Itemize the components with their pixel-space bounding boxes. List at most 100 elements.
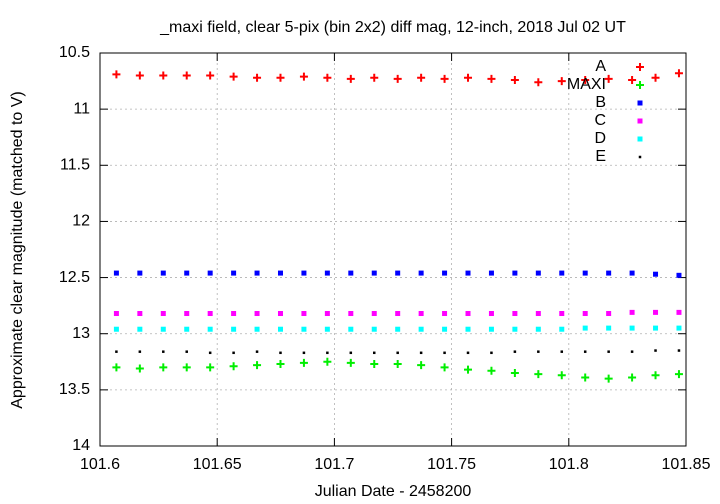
data-point [512,311,518,317]
data-point [628,373,637,382]
legend-label: B [595,94,606,111]
legend-marker [637,100,643,106]
data-point [159,71,168,80]
x-tick-label: 101.7 [314,456,354,473]
data-point [628,75,637,84]
data-point [512,326,518,332]
data-point [534,370,543,379]
data-point [487,366,496,375]
data-point [653,309,659,315]
x-tick-label: 101.8 [549,456,589,473]
legend-marker [636,63,644,71]
data-point [254,311,260,317]
data-point [510,75,519,84]
data-point [371,326,377,332]
data-point [159,363,168,372]
y-tick-label: 11.5 [60,157,90,174]
data-point [135,71,144,80]
data-point [395,270,401,276]
x-tick-label: 101.65 [193,456,242,473]
data-point [231,311,237,317]
data-point [582,325,588,331]
legend-label: E [595,148,606,165]
data-point [206,363,215,372]
legend-marker [636,81,644,89]
data-point [490,351,493,355]
data-point [582,270,588,276]
data-point [676,325,682,331]
data-point [301,311,307,317]
data-point [419,351,423,355]
data-point [676,272,682,278]
x-tick-label: 101.85 [662,456,711,473]
plot-frame [99,52,687,447]
data-point [255,350,259,353]
data-point [182,71,191,80]
data-point [232,351,235,355]
data-point [277,270,283,276]
data-point [372,351,376,355]
data-point [629,309,635,315]
data-point [254,270,260,276]
x-tick-label: 101.6 [80,456,120,473]
data-point [113,311,119,317]
data-point [370,73,379,82]
data-point [581,75,590,84]
data-point [559,311,565,317]
y-tick-label: 13.5 [59,381,90,398]
data-point [207,326,213,332]
data-point [184,270,190,276]
data-point [324,326,330,332]
data-point [440,363,449,372]
data-point [537,350,540,353]
data-point [229,72,238,81]
data-point [583,350,587,353]
data-point [299,358,308,367]
data-point [674,69,683,78]
data-point [535,311,541,317]
data-point [253,73,262,82]
data-point [254,326,260,332]
data-point [162,350,165,353]
data-point [440,74,449,83]
data-point [395,311,401,317]
data-point [604,74,613,83]
data-point [559,326,565,332]
data-point [418,326,424,332]
data-point [348,311,354,317]
data-point [279,351,282,355]
data-point [326,351,329,355]
data-point [231,270,237,276]
data-point [653,325,659,331]
data-point [604,374,613,383]
data-point [207,311,213,317]
data-point [137,311,143,317]
legend-label: C [594,112,606,129]
data-point [115,350,118,353]
data-point [138,350,142,353]
data-point [417,361,426,370]
data-point [277,311,283,317]
data-point [606,270,612,276]
data-point [487,74,496,83]
data-point [346,358,355,367]
data-point [229,362,238,371]
data-point [418,270,424,276]
data-point [323,357,332,366]
data-point [676,309,682,315]
data-point [112,70,121,79]
data-point [371,311,377,317]
data-point [113,270,119,276]
data-point [464,73,473,82]
data-point [113,326,119,332]
legend-marker [638,155,642,159]
data-point [654,349,657,352]
data-point [442,326,448,332]
legend-label: A [595,58,606,75]
data-point [488,270,494,276]
data-point [135,364,144,373]
data-point [465,311,471,317]
data-point [185,350,188,353]
data-point [371,270,377,276]
